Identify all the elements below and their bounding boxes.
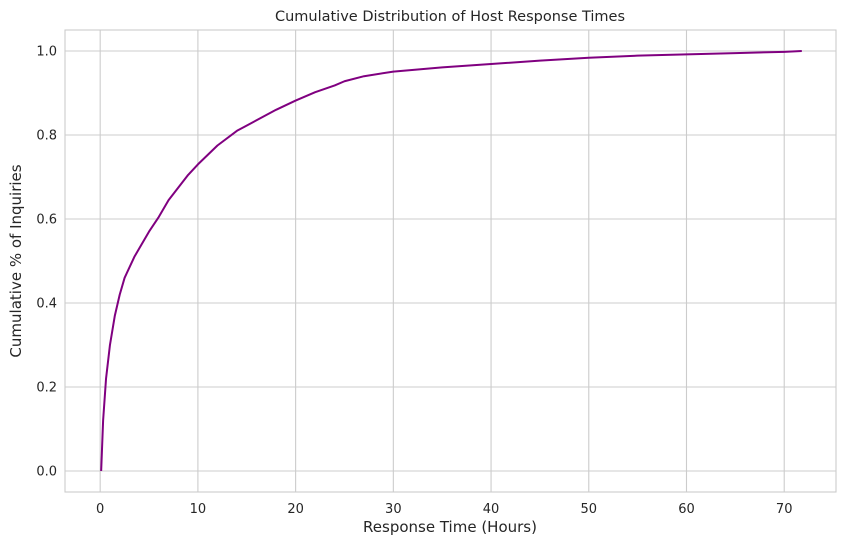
x-tick-label: 0 <box>96 502 104 517</box>
x-tick-label: 40 <box>483 502 500 517</box>
y-axis-ticks: 0.0 0.2 0.4 0.6 0.8 1.0 <box>36 45 57 480</box>
grid <box>65 30 836 492</box>
y-tick-label: 0.2 <box>36 381 57 396</box>
x-tick-label: 10 <box>190 502 207 517</box>
x-tick-label: 20 <box>287 502 304 517</box>
cdf-line <box>100 50 802 472</box>
x-tick-label: 30 <box>385 502 402 517</box>
y-tick-label: 0.0 <box>36 465 57 480</box>
x-tick-label: 70 <box>776 502 793 517</box>
y-axis-label: Cumulative % of Inquiries <box>7 164 25 357</box>
plot-area-frame <box>64 29 837 493</box>
y-tick-label: 1.0 <box>36 45 57 60</box>
chart-title: Cumulative Distribution of Host Response… <box>275 9 625 25</box>
y-tick-label: 0.4 <box>36 297 57 312</box>
x-tick-label: 50 <box>580 502 597 517</box>
x-axis-label: Response Time (Hours) <box>363 518 537 536</box>
y-tick-label: 0.8 <box>36 129 57 144</box>
y-tick-label: 0.6 <box>36 213 57 228</box>
x-tick-label: 60 <box>678 502 695 517</box>
x-axis-ticks: 0 10 20 30 40 50 60 70 <box>96 502 792 517</box>
